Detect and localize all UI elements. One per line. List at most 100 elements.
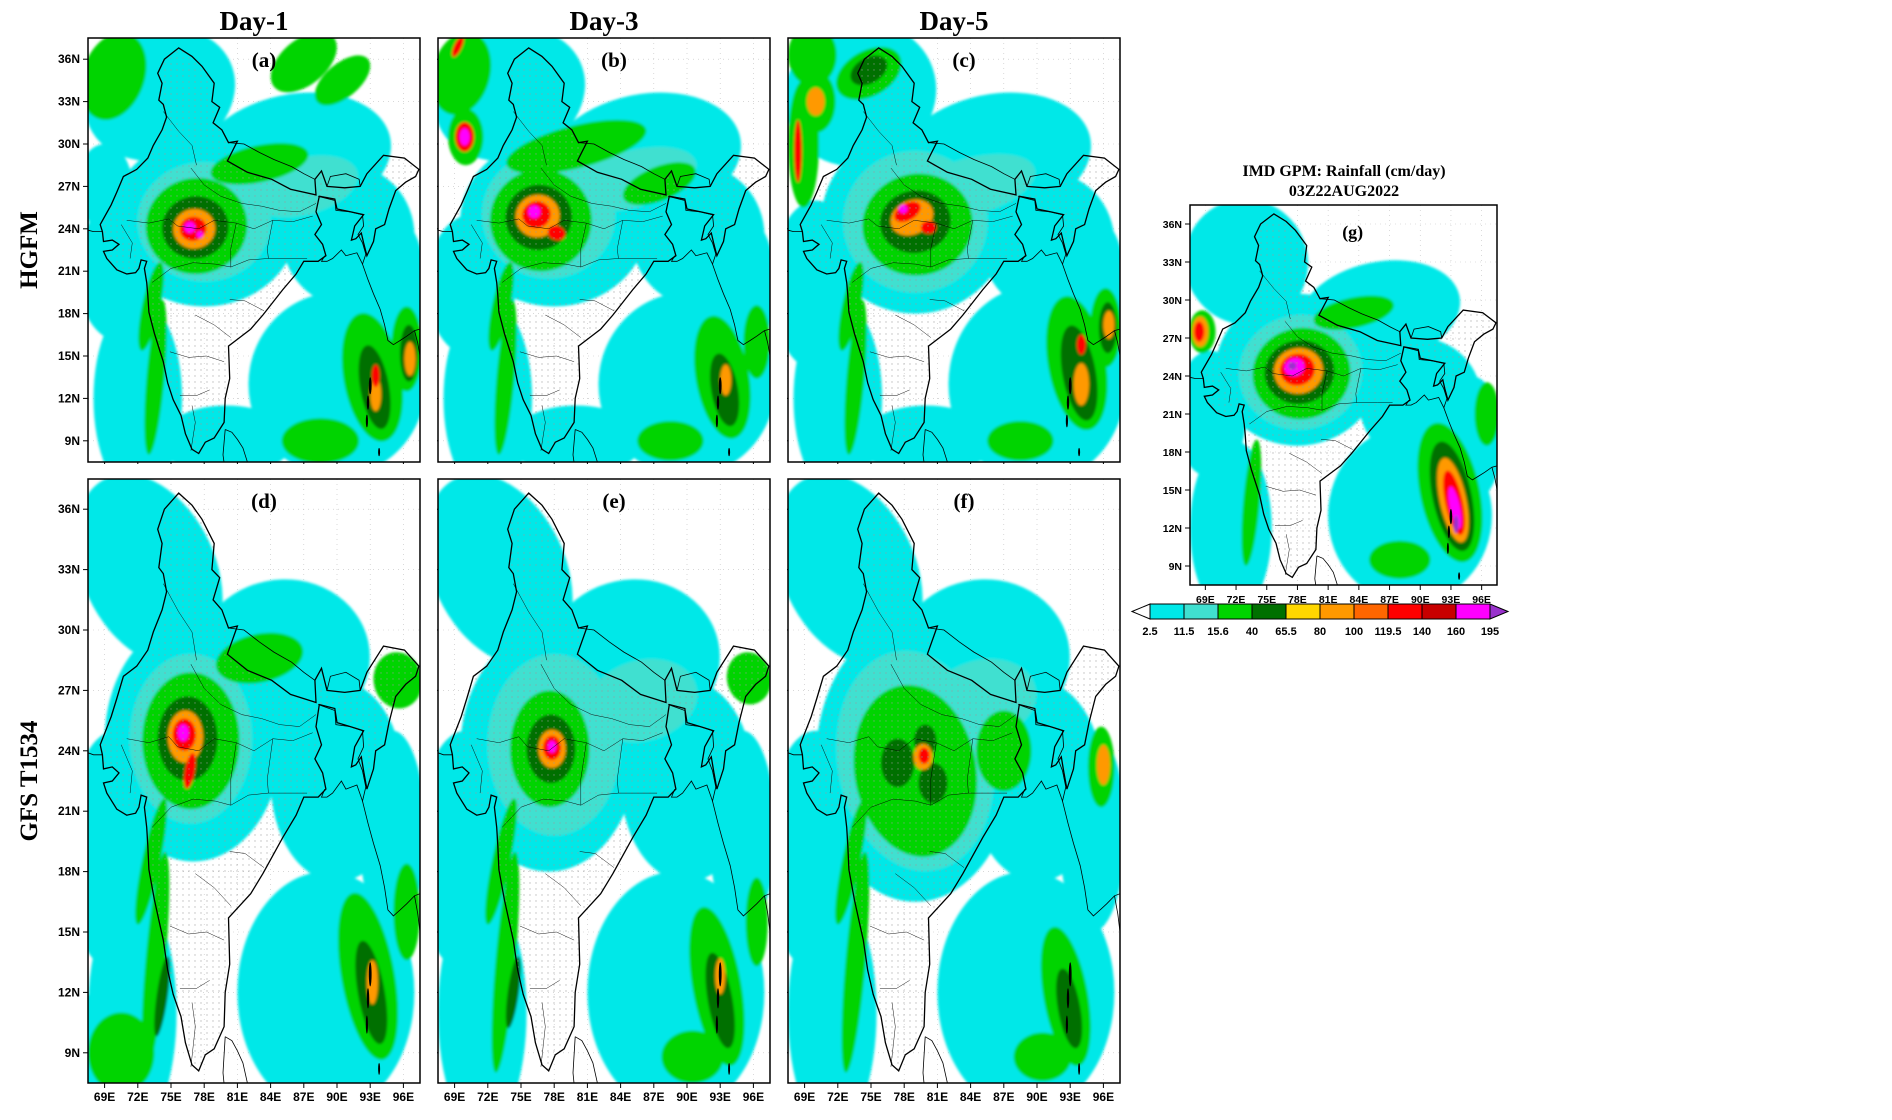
panel-letter: (c): [952, 48, 975, 72]
column-header-day3: Day-3: [569, 6, 639, 36]
state-borders: [820, 583, 1017, 1067]
column-header-day5: Day-5: [919, 6, 989, 36]
svg-text:93E: 93E: [1060, 1090, 1081, 1104]
panel-frame: [787, 37, 1121, 463]
svg-text:90E: 90E: [1411, 594, 1430, 606]
islands: [728, 447, 731, 457]
islands: [1065, 414, 1068, 428]
svg-text:12N: 12N: [58, 391, 80, 405]
india-outline: [799, 492, 1120, 1072]
colorbar-segment: [1183, 603, 1219, 620]
islands: [378, 447, 381, 457]
state-borders: [120, 111, 317, 451]
colorbar-arrow-left: [1130, 603, 1151, 620]
colorbar-segment: [1387, 603, 1423, 620]
column-header-day1: Day-1: [219, 6, 289, 36]
india-outline: [449, 492, 770, 1072]
map-svg-a: 36N 33N 30N 27N 24N 21N 18N 15N 12N 9N (a): [58, 37, 421, 467]
svg-text:93E: 93E: [1442, 594, 1461, 606]
country-borders: [788, 627, 1120, 1083]
svg-text:69E: 69E: [1196, 594, 1215, 606]
svg-text:9N: 9N: [65, 434, 80, 448]
colorbar-legend: 2.5 11.5 15.6 40 65.5 80 100 119.5 140 160 195: [1128, 600, 1520, 651]
svg-text:27N: 27N: [58, 683, 80, 697]
map-panel-d: 36N 33N 30N 27N 24N 21N 18N 15N 12N 9N 69E 72E 75E 78…: [48, 478, 422, 1110]
panel-letter: (b): [601, 48, 627, 72]
svg-text:18N: 18N: [58, 865, 80, 879]
svg-text:78E: 78E: [544, 1090, 565, 1104]
islands: [1446, 542, 1449, 554]
svg-text:72E: 72E: [127, 1090, 148, 1104]
islands: [1068, 377, 1072, 395]
islands: [1447, 525, 1450, 539]
svg-text:75E: 75E: [860, 1090, 881, 1104]
islands: [1458, 572, 1461, 580]
svg-text:33N: 33N: [58, 95, 80, 109]
obs-title-line2: 03Z22AUG2022: [1288, 183, 1400, 200]
svg-text:30N: 30N: [58, 137, 80, 151]
map-panel-f: 69E 72E 75E 78E 81E 84E 87E 90E 93E 96E (f): [783, 478, 1122, 1110]
islands: [1078, 1062, 1081, 1075]
islands: [365, 1015, 368, 1034]
svg-text:81E: 81E: [227, 1090, 248, 1104]
svg-text:69E: 69E: [444, 1090, 465, 1104]
svg-text:36N: 36N: [58, 502, 80, 516]
svg-text:24N: 24N: [1163, 371, 1182, 383]
svg-text:81E: 81E: [927, 1090, 948, 1104]
svg-text:15N: 15N: [58, 925, 80, 939]
svg-text:140: 140: [1413, 626, 1431, 638]
islands: [366, 988, 370, 1009]
svg-text:15N: 15N: [1163, 485, 1182, 497]
islands: [718, 962, 722, 987]
state-borders: [820, 111, 1017, 451]
svg-text:18N: 18N: [1163, 447, 1182, 459]
colorbar-tick-labels: 2.5 11.5 15.6 40 65.5 80 100 119.5 140 160 195: [1142, 626, 1499, 638]
colorbar-segment: [1285, 603, 1321, 620]
svg-text:72E: 72E: [827, 1090, 848, 1104]
svg-text:78E: 78E: [194, 1090, 215, 1104]
panel-frame: [787, 478, 1121, 1084]
row-label-hgfm: HGFM: [16, 211, 43, 289]
islands: [1068, 962, 1072, 987]
panel-frame: [87, 478, 421, 1084]
obs-title-line1: IMD GPM: Rainfall (cm/day): [1242, 163, 1446, 180]
svg-text:33N: 33N: [1163, 257, 1182, 269]
svg-text:96E: 96E: [393, 1090, 414, 1104]
svg-text:90E: 90E: [1026, 1090, 1047, 1104]
svg-text:75E: 75E: [510, 1090, 531, 1104]
svg-text:65.5: 65.5: [1275, 626, 1296, 638]
svg-text:11.5: 11.5: [1174, 626, 1195, 638]
islands: [365, 414, 368, 428]
islands: [1066, 395, 1070, 410]
india-outline: [99, 47, 420, 455]
islands: [715, 1015, 718, 1034]
svg-text:84E: 84E: [960, 1090, 981, 1104]
svg-text:69E: 69E: [94, 1090, 115, 1104]
panel-letter: (f): [954, 489, 975, 513]
map-svg-f: 69E 72E 75E 78E 81E 84E 87E 90E 93E 96E (f): [783, 478, 1121, 1104]
map-panel-c: (c): [783, 37, 1122, 467]
svg-text:80: 80: [1314, 626, 1326, 638]
map-svg-g: 36N 33N 30N 27N 24N 21N 18N 15N 12N 9N 69E 72E 75E 78…: [1163, 204, 1498, 606]
colorbar-segment: [1353, 603, 1389, 620]
svg-text:119.5: 119.5: [1375, 626, 1402, 638]
svg-text:36N: 36N: [58, 52, 80, 66]
lon-axis-labels: 69E 72E 75E 78E 81E 84E 87E 90E 93E 96E: [794, 1090, 1114, 1104]
svg-text:12N: 12N: [1163, 523, 1182, 535]
svg-text:96E: 96E: [1472, 594, 1491, 606]
svg-text:2.5: 2.5: [1142, 626, 1157, 638]
panel-letter: (a): [252, 48, 277, 72]
svg-text:93E: 93E: [710, 1090, 731, 1104]
islands: [716, 988, 720, 1009]
svg-text:30N: 30N: [1163, 295, 1182, 307]
map-svg-d: 36N 33N 30N 27N 24N 21N 18N 15N 12N 9N 69E 72E 75E 78…: [58, 478, 421, 1104]
islands: [1065, 1015, 1068, 1034]
svg-text:96E: 96E: [743, 1090, 764, 1104]
colorbar-segment: [1251, 603, 1287, 620]
svg-text:84E: 84E: [260, 1090, 281, 1104]
islands: [1066, 988, 1070, 1009]
svg-text:87E: 87E: [293, 1090, 314, 1104]
map-panel-a: 36N 33N 30N 27N 24N 21N 18N 15N 12N 9N (a): [48, 37, 422, 467]
svg-text:24N: 24N: [58, 744, 80, 758]
